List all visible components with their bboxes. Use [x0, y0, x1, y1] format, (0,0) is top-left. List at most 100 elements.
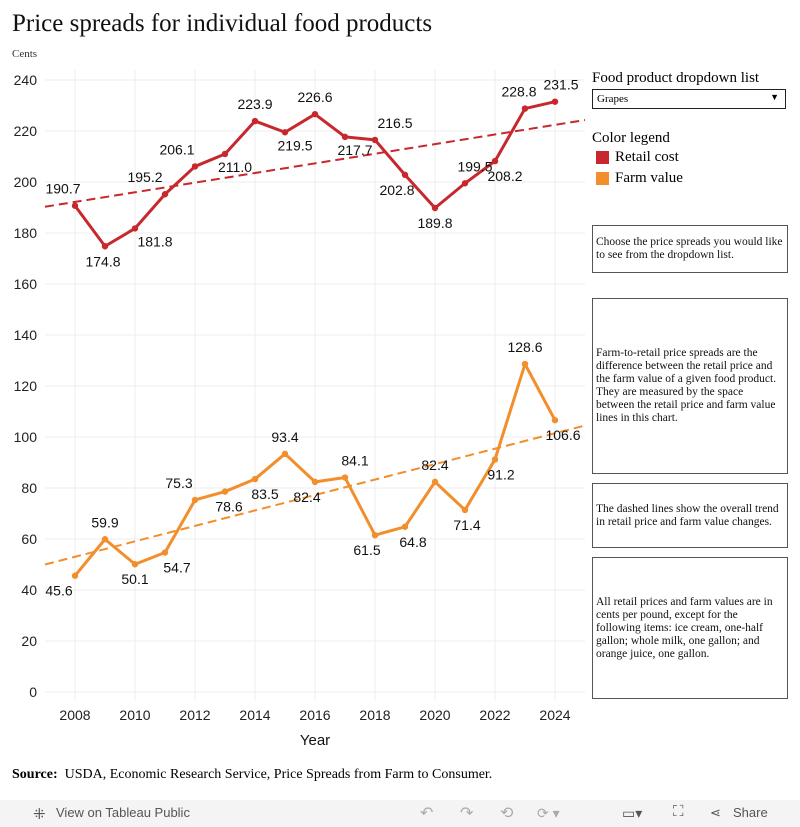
farm-data-point — [251, 475, 259, 483]
retail-data-label: 208.2 — [487, 168, 522, 184]
retail-data-point — [401, 171, 409, 179]
dropdown-value: Grapes — [597, 93, 629, 105]
x-tick-label: 2012 — [179, 707, 210, 723]
legend-item-retail: Retail cost — [596, 149, 679, 166]
y-tick-label: 160 — [14, 276, 38, 292]
farm-data-label: 61.5 — [353, 542, 380, 558]
retail-data-point — [131, 225, 139, 232]
farm-data-label: 83.5 — [251, 486, 278, 502]
farm-data-point — [491, 456, 499, 463]
x-tick-label: 2020 — [419, 707, 450, 723]
retail-data-label: 195.2 — [127, 169, 162, 185]
note-trend: The dashed lines show the overall trend … — [592, 483, 788, 548]
farm-data-point — [131, 561, 139, 568]
redo-icon[interactable]: ↷ — [460, 805, 474, 822]
farm-data-point — [431, 478, 439, 486]
y-tick-label: 240 — [14, 72, 38, 88]
farm-data-point — [221, 488, 229, 495]
retail-data-point — [281, 129, 289, 136]
x-tick-label: 2022 — [479, 707, 510, 723]
tableau-logo-icon: ⁜ — [33, 806, 46, 823]
farm-data-label: 54.7 — [163, 560, 190, 576]
farm-data-label: 64.8 — [399, 534, 426, 550]
farm-data-label: 106.6 — [545, 427, 580, 443]
retail-data-point — [551, 98, 559, 105]
legend-item-farm: Farm value — [596, 170, 683, 187]
farm-data-point — [191, 496, 199, 504]
y-tick-label: 20 — [21, 633, 37, 649]
legend-label: Farm value — [615, 170, 683, 186]
legend-label: Retail cost — [615, 149, 679, 165]
farm-data-point — [161, 549, 169, 556]
farm-data-label: 71.4 — [453, 517, 480, 533]
retail-data-point — [161, 191, 169, 198]
farm-data-label: 45.6 — [45, 583, 72, 599]
farm-data-label: 75.3 — [165, 475, 192, 491]
retail-data-label: 216.5 — [377, 115, 412, 131]
farm-swatch — [596, 172, 609, 185]
retail-data-label: 217.7 — [337, 142, 372, 158]
x-tick-label: 2024 — [539, 707, 570, 723]
view-on-tableau-link[interactable]: View on Tableau Public — [56, 805, 190, 820]
retail-data-label: 190.7 — [45, 181, 80, 197]
retail-data-label: 228.8 — [501, 84, 536, 100]
x-tick-label: 2016 — [299, 707, 330, 723]
device-preview-icon[interactable]: ▭▾ — [622, 805, 643, 821]
retail-data-point — [311, 110, 319, 118]
note-text: All retail prices and farm values are in… — [596, 595, 773, 660]
farm-data-point — [311, 478, 319, 486]
y-tick-label: 60 — [21, 531, 37, 547]
farm-data-label: 50.1 — [121, 571, 148, 587]
undo-icon[interactable]: ↶ — [420, 805, 434, 822]
tableau-toolbar: ⁜ View on Tableau Public ↶ ↷ ⟲ ⟳ ▾ ▭▾ ⛶ … — [0, 800, 800, 827]
retail-data-label: 223.9 — [237, 96, 272, 112]
x-axis-title: Year — [300, 732, 330, 749]
retail-data-point — [71, 202, 79, 209]
farm-data-point — [101, 536, 109, 543]
farm-data-point — [371, 531, 379, 539]
share-icon[interactable]: ⋖ — [710, 805, 721, 820]
farm-data-label: 128.6 — [507, 339, 542, 355]
share-button[interactable]: Share — [733, 805, 768, 820]
legend-title: Color legend — [592, 130, 670, 146]
refresh-icon[interactable]: ⟳ ▾ — [537, 805, 560, 821]
farm-data-label: 91.2 — [487, 466, 514, 482]
note-units: All retail prices and farm values are in… — [592, 557, 788, 699]
farm-data-label: 84.1 — [341, 453, 368, 469]
retail-data-label: 211.0 — [218, 159, 252, 175]
farm-data-label: 78.6 — [215, 499, 242, 515]
x-tick-label: 2008 — [59, 707, 90, 723]
y-tick-label: 140 — [14, 327, 38, 343]
food-product-dropdown[interactable]: Grapes ▼ — [592, 89, 786, 109]
farm-data-label: 82.4 — [421, 457, 448, 473]
retail-data-label: 181.8 — [137, 233, 172, 249]
price-spread-chart: 0 20 40 60 80 100 120 140 160 180 200 220 240 2008 201… — [14, 70, 586, 749]
retail-data-point — [431, 204, 439, 212]
farm-trend-line — [44, 424, 586, 566]
revert-icon[interactable]: ⟲ — [500, 805, 514, 822]
retail-trend-line — [44, 119, 586, 208]
farm-data-point — [341, 474, 349, 481]
y-unit-label: Cents — [12, 48, 38, 60]
dropdown-arrow-icon[interactable]: ▼ — [770, 92, 779, 102]
retail-data-point — [491, 157, 499, 165]
retail-data-label: 189.8 — [417, 215, 452, 231]
note-text: The dashed lines show the overall trend … — [596, 502, 779, 528]
retail-data-label: 202.8 — [379, 182, 414, 198]
retail-swatch — [596, 151, 609, 164]
farm-data-point — [521, 360, 529, 368]
retail-data-point — [521, 105, 529, 112]
fullscreen-icon[interactable]: ⛶ — [673, 803, 684, 820]
farm-data-label: 93.4 — [271, 429, 298, 445]
farm-data-label: 82.4 — [293, 489, 320, 505]
retail-data-point — [251, 117, 259, 125]
note-text: Farm-to-retail price spreads are the dif… — [596, 347, 777, 424]
farm-data-label: 59.9 — [91, 514, 118, 530]
farm-data-point — [401, 523, 409, 530]
retail-data-label: 199.5 — [457, 158, 492, 174]
y-tick-label: 200 — [14, 174, 38, 190]
y-tick-label: 0 — [29, 684, 37, 700]
dropdown-label: Food product dropdown list — [592, 70, 760, 86]
source-text: USDA, Economic Research Service, Price S… — [64, 767, 493, 782]
x-tick-label: 2014 — [239, 707, 270, 723]
